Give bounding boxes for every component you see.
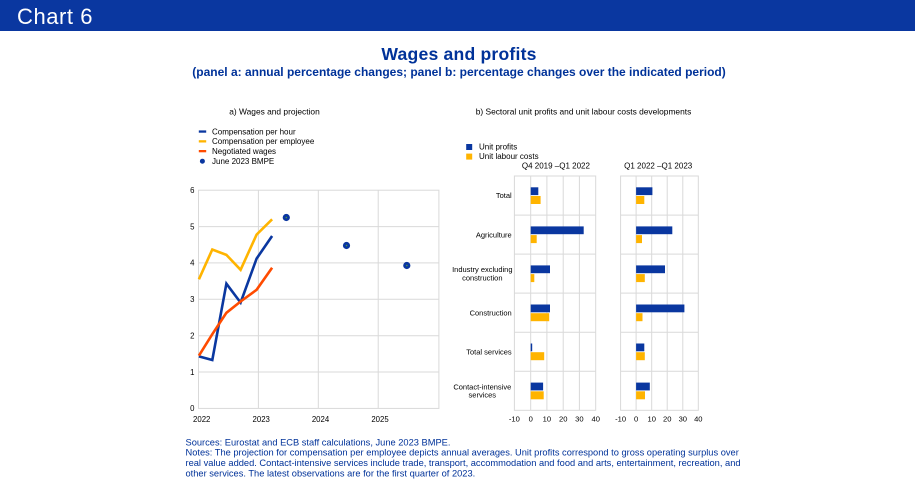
svg-text:other services. The latest obs: other services. The latest observations …: [186, 468, 476, 478]
svg-text:Total services: Total services: [466, 347, 512, 356]
svg-text:0: 0: [529, 415, 533, 424]
svg-text:Q4 2019 –Q1 2022: Q4 2019 –Q1 2022: [522, 161, 591, 170]
svg-text:Contact-intensive: Contact-intensive: [453, 382, 511, 391]
svg-text:real value added. Contact-inte: real value added. Contact-intensive serv…: [186, 458, 741, 468]
svg-text:3: 3: [190, 295, 194, 304]
svg-text:2025: 2025: [371, 415, 389, 424]
svg-text:6: 6: [190, 186, 194, 195]
svg-text:Construction: Construction: [470, 308, 512, 317]
svg-text:Wages and profits: Wages and profits: [381, 44, 536, 64]
svg-text:Total: Total: [496, 191, 512, 200]
svg-text:Unit profits: Unit profits: [479, 143, 517, 152]
svg-text:30: 30: [679, 415, 687, 424]
svg-text:Negotiated wages: Negotiated wages: [212, 147, 276, 156]
svg-text:(panel a: annual percentage ch: (panel a: annual percentage changes; pan…: [192, 65, 725, 79]
svg-text:construction: construction: [462, 274, 502, 283]
svg-text:Industry excluding: Industry excluding: [452, 265, 512, 274]
svg-text:40: 40: [591, 415, 599, 424]
svg-text:Unit labour costs: Unit labour costs: [479, 152, 539, 161]
svg-text:Compensation per employee: Compensation per employee: [212, 137, 315, 146]
svg-text:June 2023 BMPE: June 2023 BMPE: [212, 157, 274, 166]
svg-text:Sources: Eurostat and ECB staf: Sources: Eurostat and ECB staff calculat…: [186, 437, 451, 447]
svg-text:10: 10: [647, 415, 655, 424]
svg-text:20: 20: [559, 415, 567, 424]
svg-text:Notes: The projection for comp: Notes: The projection for compensation p…: [186, 448, 739, 458]
svg-text:5: 5: [190, 222, 195, 231]
svg-text:30: 30: [575, 415, 583, 424]
svg-text:Q1 2022 –Q1 2023: Q1 2022 –Q1 2023: [624, 161, 693, 170]
svg-text:2024: 2024: [312, 415, 330, 424]
svg-text:b) Sectoral unit profits and u: b) Sectoral unit profits and unit labour…: [476, 107, 692, 117]
svg-text:20: 20: [663, 415, 671, 424]
svg-text:0: 0: [634, 415, 638, 424]
svg-text:2: 2: [190, 332, 194, 341]
svg-text:a) Wages and projection: a) Wages and projection: [229, 107, 320, 117]
svg-text:Chart 6: Chart 6: [17, 4, 93, 29]
svg-text:40: 40: [694, 415, 702, 424]
svg-text:Agriculture: Agriculture: [476, 230, 512, 239]
svg-text:-10: -10: [509, 415, 520, 424]
svg-text:-10: -10: [615, 415, 626, 424]
svg-text:0: 0: [190, 404, 195, 413]
svg-text:1: 1: [190, 368, 194, 377]
svg-text:2022: 2022: [193, 415, 210, 424]
svg-text:Compensation per hour: Compensation per hour: [212, 127, 296, 136]
svg-text:10: 10: [543, 415, 551, 424]
svg-text:4: 4: [190, 259, 195, 268]
svg-text:2023: 2023: [253, 415, 270, 424]
svg-text:services: services: [469, 391, 497, 400]
